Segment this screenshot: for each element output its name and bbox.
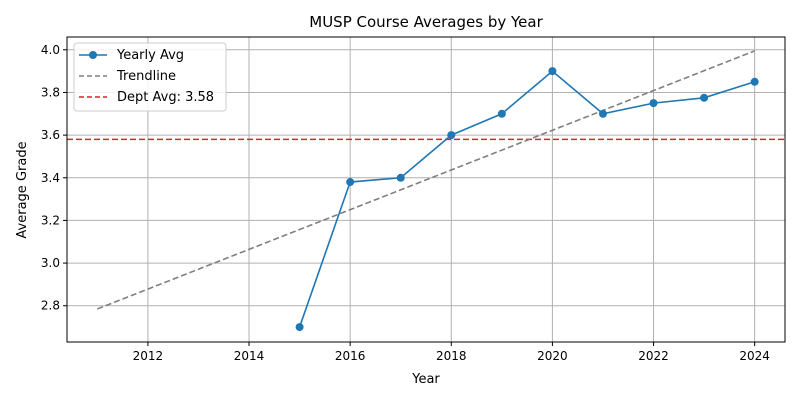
ticks: 2012 2014 2016 2018 2020 2022 2024 2.8 3.0 3.2 3.4… <box>41 43 770 363</box>
x-tick-label: 2018 <box>436 349 467 363</box>
y-tick-label: 3.0 <box>41 256 60 270</box>
legend-marker-yearly-avg <box>89 51 97 59</box>
yearly-avg-point <box>700 93 709 102</box>
yearly-avg-point <box>750 77 759 86</box>
legend-label-trendline: Trendline <box>116 69 176 84</box>
y-tick-label: 2.8 <box>41 299 60 313</box>
yearly-avg-point <box>598 109 607 118</box>
x-tick-label: 2016 <box>335 349 366 363</box>
yearly-avg-line <box>298 70 755 328</box>
y-tick-label: 3.6 <box>41 128 60 142</box>
legend-label-yearly-avg: Yearly Avg <box>116 48 184 63</box>
y-axis-label: Average Grade <box>15 141 30 238</box>
yearly-avg-point <box>649 99 658 108</box>
x-tick-label: 2014 <box>234 349 265 363</box>
x-tick-label: 2022 <box>638 349 669 363</box>
series-layer <box>67 50 785 332</box>
legend-box <box>73 42 227 112</box>
yearly-avg-point <box>447 131 456 140</box>
y-tick-label: 4.0 <box>41 43 60 57</box>
yearly-avg-point <box>295 323 304 332</box>
yearly-avg-point <box>548 67 557 76</box>
yearly-avg-point <box>497 109 506 118</box>
x-tick-label: 2020 <box>537 349 568 363</box>
yearly-avg-point <box>346 178 355 187</box>
legend: Yearly Avg Trendline Dept Avg: 3.58 <box>73 42 227 112</box>
chart-title: MUSP Course Averages by Year <box>309 13 543 31</box>
y-tick-label: 3.8 <box>41 85 60 99</box>
plot-frame <box>66 36 786 343</box>
yearly-avg-point <box>396 173 405 182</box>
y-tick-label: 3.2 <box>41 213 60 227</box>
x-axis-label: Year <box>411 372 440 387</box>
legend-label-dept-avg: Dept Avg: 3.58 <box>117 90 214 105</box>
x-tick-label: 2024 <box>739 349 770 363</box>
y-tick-label: 3.4 <box>41 171 60 185</box>
trendline <box>97 50 755 310</box>
x-tick-label: 2012 <box>133 349 164 363</box>
grid <box>67 37 785 342</box>
